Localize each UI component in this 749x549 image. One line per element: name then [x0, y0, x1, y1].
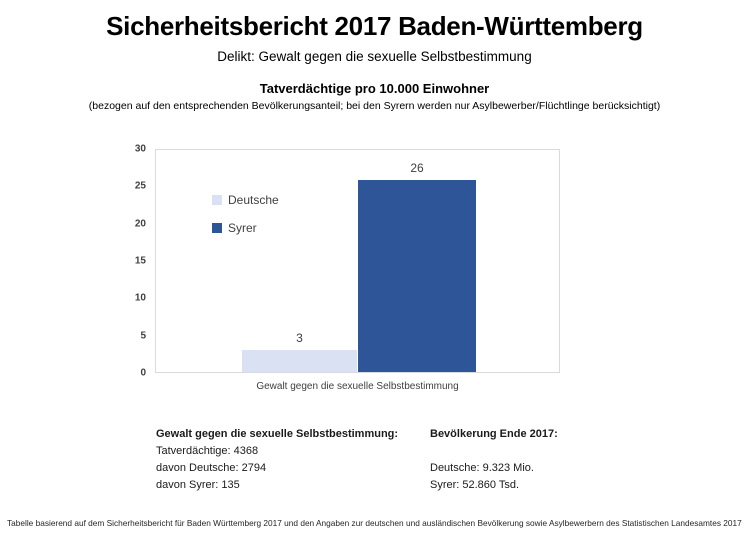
y-tick: 25 [135, 181, 146, 192]
y-tick: 30 [135, 144, 146, 155]
bar-syrer: 26 [358, 150, 476, 372]
page-subtitle: Delikt: Gewalt gegen die sexuelle Selbst… [0, 49, 749, 64]
info-line: Deutsche: 9.323 Mio. [430, 460, 558, 477]
info-line: davon Syrer: 135 [156, 477, 398, 494]
info-line: davon Deutsche: 2794 [156, 460, 398, 477]
y-tick: 15 [135, 256, 146, 267]
y-tick: 10 [135, 293, 146, 304]
bar-syrer-rect [358, 180, 476, 372]
bar-value-label: 3 [242, 331, 357, 345]
info-block-offences: Gewalt gegen die sexuelle Selbstbestimmu… [156, 426, 398, 494]
y-tick: 0 [140, 368, 146, 379]
legend-swatch-syrer-icon [212, 223, 222, 233]
plot-area: Deutsche Syrer 3 26 [155, 149, 560, 373]
legend-swatch-deutsche-icon [212, 195, 222, 205]
y-tick: 5 [140, 330, 146, 341]
info-heading: Gewalt gegen die sexuelle Selbstbestimmu… [156, 426, 398, 443]
bar-value-label: 26 [358, 161, 476, 175]
chart-title: Tatverdächtige pro 10.000 Einwohner [0, 81, 749, 96]
bar-deutsche-rect [242, 350, 357, 372]
info-lines: Deutsche: 9.323 Mio. Syrer: 52.860 Tsd. [430, 460, 558, 494]
info-lines: Tatverdächtige: 4368 davon Deutsche: 279… [156, 443, 398, 494]
info-heading: Bevölkerung Ende 2017: [430, 426, 558, 443]
y-tick: 20 [135, 218, 146, 229]
info-line: Tatverdächtige: 4368 [156, 443, 398, 460]
info-block-population: Bevölkerung Ende 2017: Deutsche: 9.323 M… [430, 426, 558, 494]
page-title: Sicherheitsbericht 2017 Baden-Württember… [0, 11, 749, 42]
bar-deutsche: 3 [242, 150, 357, 372]
chart-subtitle: (bezogen auf den entsprechenden Bevölker… [0, 100, 749, 112]
x-axis-category-label: Gewalt gegen die sexuelle Selbstbestimmu… [155, 381, 560, 392]
source-note: Tabelle basierend auf dem Sicherheitsber… [7, 518, 749, 528]
y-axis: 30 25 20 15 10 5 0 [108, 149, 146, 373]
info-line: Syrer: 52.860 Tsd. [430, 477, 558, 494]
